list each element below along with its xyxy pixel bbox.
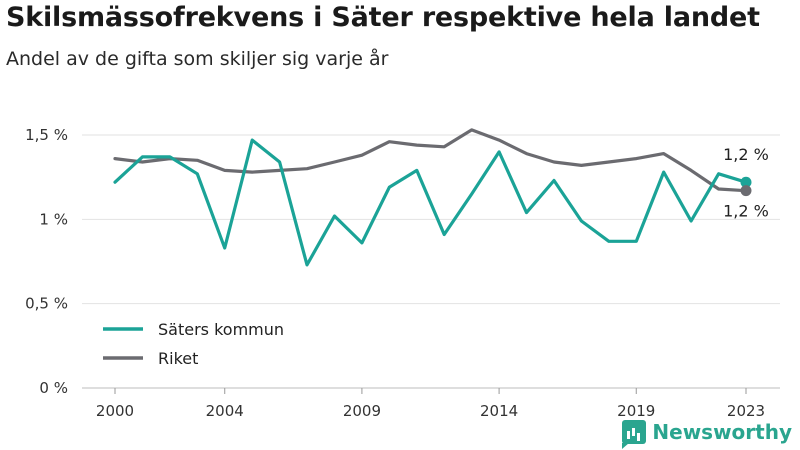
chart-title: Skilsmässofrekvens i Säter respektive he… (6, 2, 760, 33)
y-tick-label: 1 % (39, 210, 68, 228)
series-line-riket (113, 128, 748, 193)
brand-name: Newsworthy (652, 420, 792, 444)
x-tick-label: 2014 (480, 402, 518, 420)
y-tick-label: 0,5 % (25, 295, 68, 313)
y-tick-label: 1,5 % (25, 126, 68, 144)
newsworthy-logo-icon (622, 420, 647, 449)
y-tick-label: 0 % (39, 379, 68, 397)
series-end-label: 1,2 % (723, 202, 769, 221)
x-tick-label: 2000 (96, 402, 134, 420)
chart-subtitle: Andel av de gifta som skiljer sig varje … (6, 48, 389, 70)
x-tick-label: 2023 (727, 402, 765, 420)
series-endpoint-riket (740, 185, 752, 197)
series-end-label: 1,2 % (723, 145, 769, 164)
legend-label: Riket (158, 349, 198, 368)
legend-label: Säters kommun (158, 320, 284, 339)
x-tick-label: 2019 (617, 402, 655, 420)
x-tick-label: 2009 (343, 402, 381, 420)
series-line-sater (113, 138, 748, 267)
x-tick-label: 2004 (206, 402, 244, 420)
brand-logo: Newsworthy (622, 420, 792, 449)
series-endpoint-sater (740, 176, 752, 188)
